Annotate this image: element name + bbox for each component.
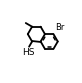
Text: Br: Br bbox=[55, 23, 65, 32]
Text: HS: HS bbox=[22, 48, 35, 57]
